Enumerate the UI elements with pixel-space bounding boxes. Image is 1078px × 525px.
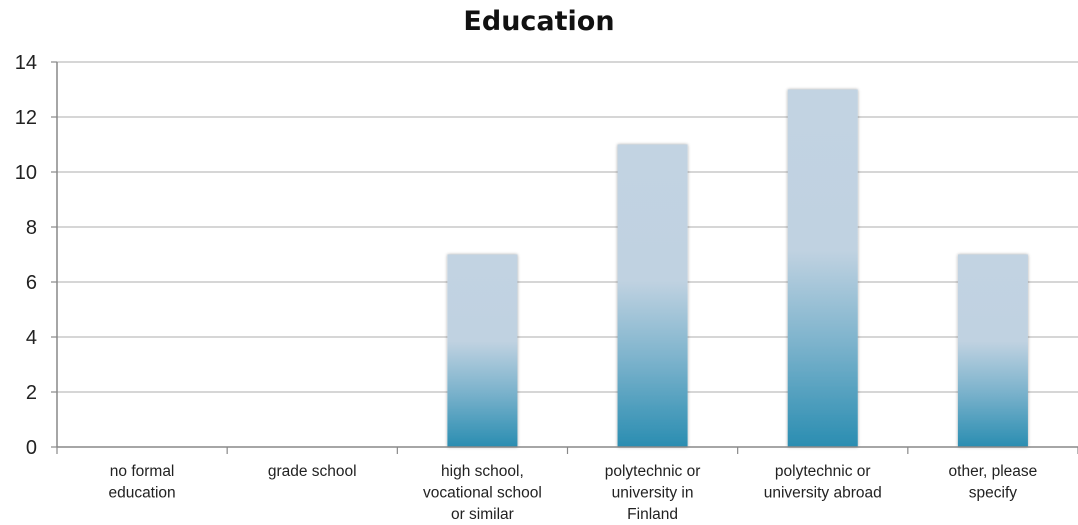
x-category-label: education <box>108 485 175 502</box>
bars <box>447 89 1028 447</box>
y-tick-labels: 0 2 4 6 8 10 12 14 <box>15 52 37 459</box>
gridlines <box>57 61 1078 393</box>
y-tick-label: 2 <box>26 382 37 404</box>
x-category-label: grade school <box>268 463 357 480</box>
y-tick-label: 6 <box>26 272 37 294</box>
y-tick-label: 8 <box>26 217 37 239</box>
x-category-label: other, please <box>949 463 1038 480</box>
y-tick-label: 10 <box>15 162 37 184</box>
y-tick-label: 12 <box>15 107 37 129</box>
x-category-label: Finland <box>627 506 678 523</box>
x-category-label: polytechnic or <box>775 463 871 480</box>
bar <box>447 254 518 447</box>
x-category-label: vocational school <box>423 485 542 502</box>
y-tick-label: 14 <box>15 52 37 74</box>
x-category-label: high school, <box>441 463 524 480</box>
x-category-labels: no formal education grade school high schoo… <box>108 463 1037 523</box>
bar <box>617 144 688 447</box>
bar <box>957 254 1028 447</box>
axes <box>51 61 1078 454</box>
chart-title: Education <box>463 6 615 37</box>
x-category-label: no formal <box>110 463 175 480</box>
x-category-label: specify <box>969 485 1017 502</box>
y-tick-label: 4 <box>26 327 37 349</box>
x-category-label: or similar <box>451 506 514 523</box>
bar <box>787 89 858 447</box>
x-category-label: university in <box>612 485 694 502</box>
x-category-label: polytechnic or <box>605 463 701 480</box>
x-category-label: university abroad <box>764 485 882 502</box>
y-tick-label: 0 <box>26 437 37 459</box>
